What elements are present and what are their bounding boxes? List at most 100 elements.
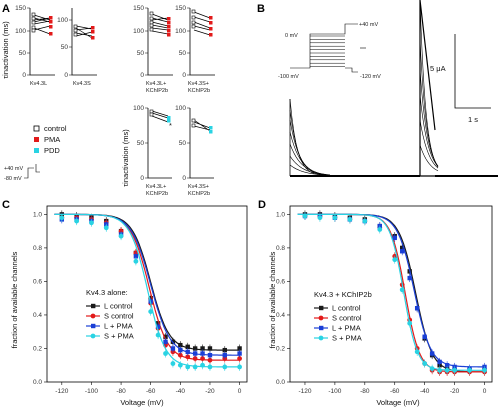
panel-c: C fraction of available channels Voltage…	[2, 199, 248, 407]
panel-c-legend-title: Kv4.3 alone:	[86, 288, 128, 297]
protocol-vlow: -100 mV	[278, 74, 299, 80]
significance-marker: *	[169, 121, 172, 130]
data-point	[377, 227, 383, 232]
tick: 100	[133, 28, 144, 35]
panel-c-plot: -120 -100 -80 -60 -40 -20 0 0.0 0.2 0.4 0.6 0.8 1.0	[33, 205, 248, 395]
data-point	[103, 225, 109, 231]
data-point	[414, 306, 420, 311]
y-tick-label: 0.6	[276, 278, 285, 285]
x-tick-label: -20	[450, 388, 460, 395]
data-point	[207, 357, 213, 363]
data-point	[222, 347, 227, 353]
group-name-line2: KChIP2b	[146, 88, 168, 94]
tick: 100	[15, 28, 26, 35]
group-name: Kv4.3S	[73, 81, 91, 87]
y-tick-label: 0.2	[276, 345, 285, 352]
data-point	[155, 324, 161, 329]
x-tick-label: -60	[146, 388, 156, 395]
group-bottom-kv43s-kchip2b: 0 50 100 Kv4.3S+ KChIP2b	[175, 105, 214, 197]
data-point	[392, 235, 397, 241]
panel-d-xlabel: Voltage (mV)	[376, 398, 420, 407]
data-point	[89, 220, 94, 226]
x-tick-label: -80	[360, 388, 370, 395]
data-point	[317, 215, 323, 221]
data-point	[400, 249, 405, 254]
group-name-line1: Kv4.3L+	[146, 81, 166, 87]
data-point	[163, 339, 168, 344]
tick: 50	[179, 140, 187, 147]
data-point	[222, 352, 227, 358]
data-point	[133, 254, 139, 259]
tick: 150	[133, 5, 144, 12]
tick: 50	[61, 44, 69, 51]
group-name-line1: Kv4.3S+	[188, 184, 209, 190]
current-trace	[289, 155, 331, 176]
legend-marker	[90, 313, 96, 319]
data-point	[185, 344, 190, 349]
tick: 50	[179, 50, 187, 57]
legend-label: S + PMA	[104, 332, 134, 341]
tick: 100	[133, 105, 144, 112]
protocol-vend: -120 mV	[360, 74, 381, 80]
tick: 0	[140, 72, 144, 79]
data-point	[482, 367, 487, 373]
x-tick-label: -120	[55, 388, 68, 395]
data-point	[237, 364, 242, 370]
legend-marker	[90, 333, 96, 339]
current-trace	[289, 164, 331, 176]
panel-c-label: C	[2, 199, 10, 211]
tick: 100	[57, 17, 68, 24]
group-name-line1: Kv4.3S+	[188, 81, 209, 87]
x-tick-label: -100	[328, 388, 341, 395]
tick: 150	[15, 5, 26, 12]
legend-label: S control	[104, 312, 134, 321]
data-point	[192, 346, 198, 351]
protocol-vtop: +40 mV	[359, 22, 378, 28]
tick: 0	[182, 72, 186, 79]
group-name-line1: Kv4.3L+	[146, 184, 166, 190]
data-point	[237, 356, 242, 361]
y-tick-label: 0.2	[33, 345, 42, 352]
panel-b-scalebars: 5 μA 1 s	[430, 34, 491, 124]
data-point	[133, 258, 139, 264]
data-point	[422, 334, 427, 339]
legend-label: L control	[332, 304, 361, 313]
data-point	[407, 275, 412, 281]
data-point	[407, 320, 413, 326]
panel-d-ylabel: fraction of available channels	[268, 251, 277, 348]
panel-a-bottom-ylabel: τinactivation (ms)	[121, 129, 130, 187]
tick: 0	[182, 175, 186, 182]
tick: 50	[137, 140, 145, 147]
panel-a-legend: control PMA PDD	[33, 124, 67, 155]
scale-current: 5 μA	[430, 64, 446, 73]
group-kv43s: 0 50 100 Kv4.3S	[57, 8, 97, 87]
data-point	[207, 364, 213, 370]
legend-label-pdd: PDD	[44, 146, 60, 155]
data-point	[170, 361, 176, 366]
fit-curve-l-control	[54, 213, 240, 351]
protocol-hold-label: +40 mV	[4, 166, 23, 172]
tick: 150	[175, 5, 186, 12]
legend-marker	[91, 323, 96, 329]
panel-b: B 0 mV +40 mV -100 mV -120 mV 5 μA 1 s	[257, 0, 498, 177]
legend-marker	[319, 325, 324, 331]
panel-b-traces	[289, 0, 498, 177]
group-name-line2: KChIP2b	[146, 191, 168, 197]
group-kv43s-kchip2b: 0 50 100 150 Kv4.3S+ KChIP2b	[175, 5, 215, 94]
data-point	[163, 334, 168, 339]
data-point	[222, 364, 228, 370]
tick: 100	[175, 28, 186, 35]
data-point	[207, 352, 213, 358]
y-tick-label: 0.8	[276, 245, 285, 252]
data-point	[347, 217, 353, 222]
data-point	[192, 351, 198, 356]
legend-marker-control	[33, 125, 40, 132]
panel-a-label: A	[2, 3, 10, 15]
scale-time: 1 s	[468, 115, 478, 124]
y-tick-label: 0.4	[33, 312, 42, 319]
protocol-rest-label: -80 mV	[4, 176, 22, 182]
y-tick-label: 0.4	[276, 312, 285, 319]
group-name-line2: KChIP2b	[188, 88, 210, 94]
